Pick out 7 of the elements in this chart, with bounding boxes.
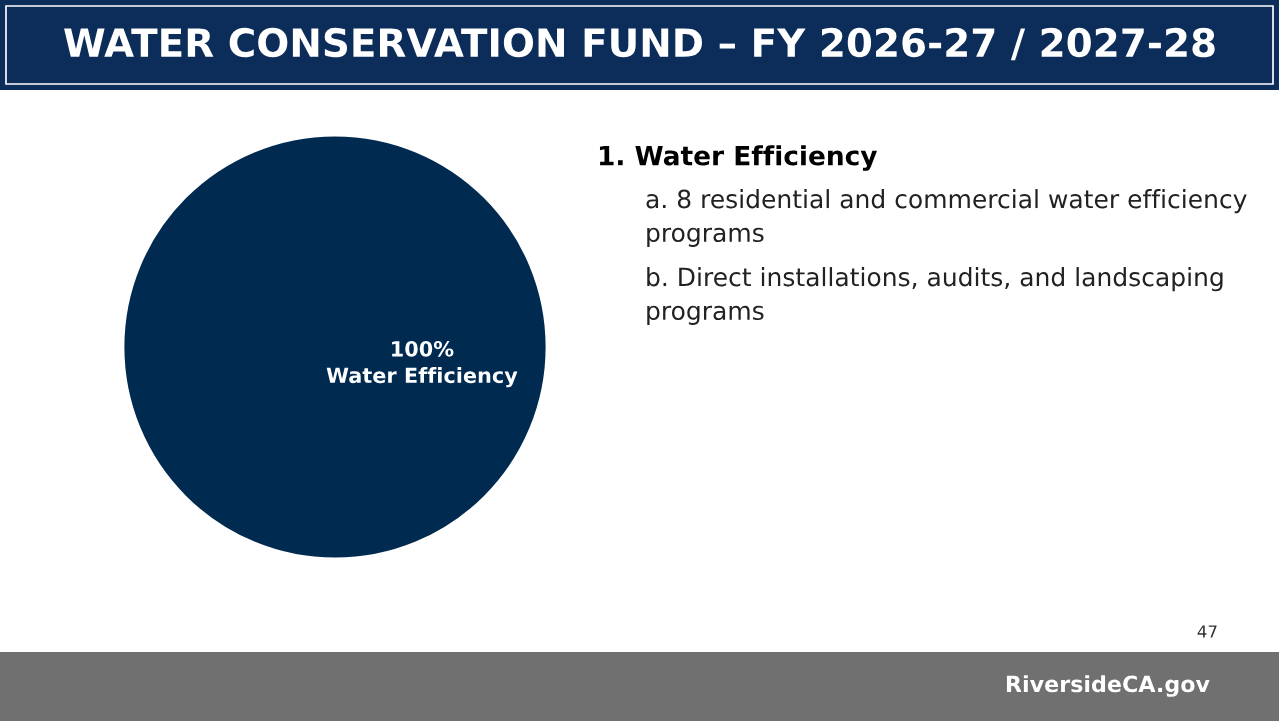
data-label: 100% [392,340,454,357]
slice-label: Water Efficiency [326,367,518,388]
text: RiversideCA.gov [1006,675,1210,697]
text: 47 [1197,625,1217,638]
text: b. Direct installations, audits, and landscaping programs [647,267,1223,325]
text: 1. Water Efficiency [599,145,878,171]
text: WATER CONSERVATION FUND – FY 2026-27 / 2027-28 [64,27,1215,61]
